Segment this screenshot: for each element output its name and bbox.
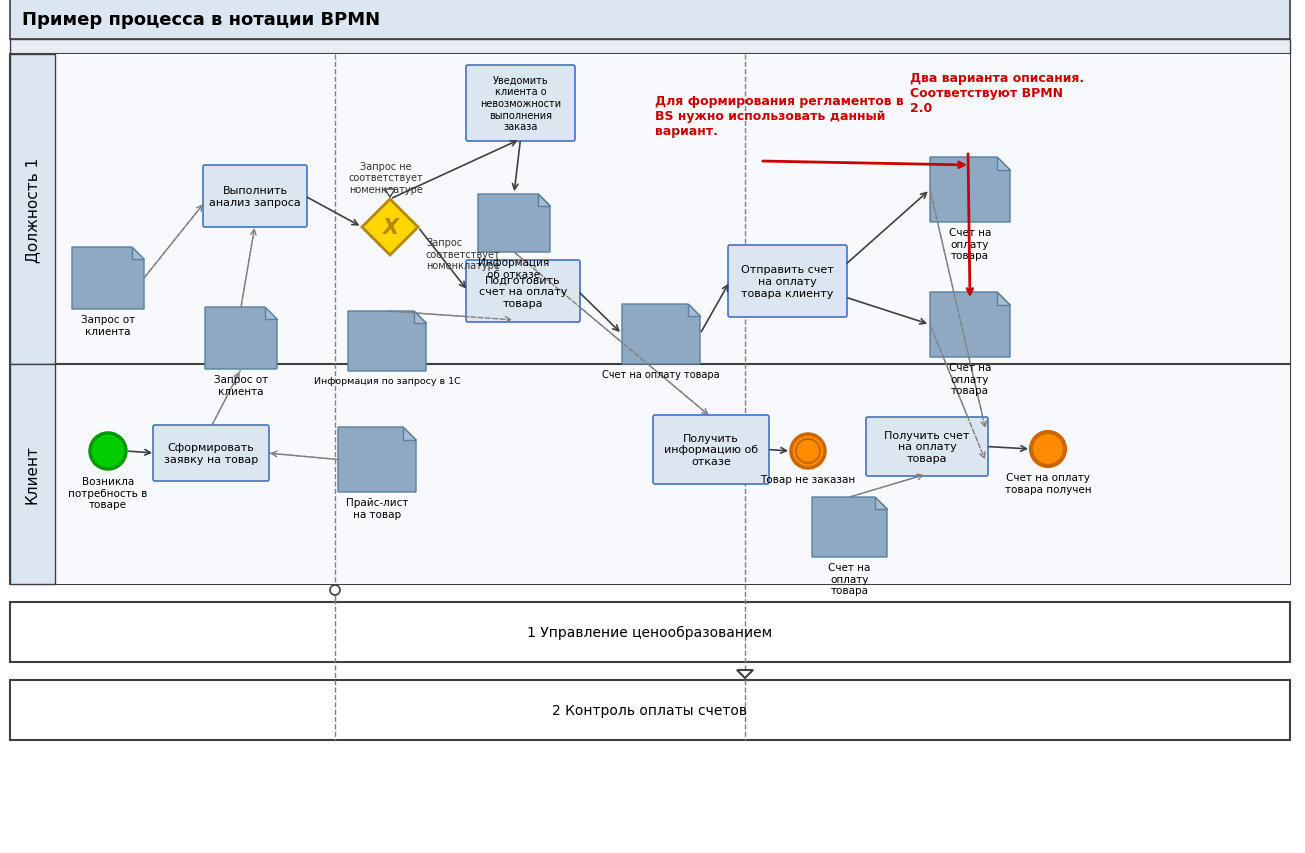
Bar: [55, 364, 1291, 584]
Polygon shape: [338, 427, 416, 492]
Polygon shape: [361, 200, 418, 256]
Polygon shape: [348, 311, 425, 372]
Text: Товар не заказан: Товар не заказан: [761, 474, 856, 485]
Text: Запрос
соответствует
номенклатуре: Запрос соответствует номенклатуре: [425, 238, 501, 271]
Text: Для формирования регламентов в
BS нужно использовать данный
вариант.: Для формирования регламентов в BS нужно …: [655, 95, 903, 138]
Text: 1 Управление ценообразованием: 1 Управление ценообразованием: [527, 625, 773, 639]
Circle shape: [330, 585, 341, 595]
Bar: [10, 602, 1291, 662]
Polygon shape: [622, 305, 699, 364]
Polygon shape: [205, 308, 277, 369]
Text: Счет на
оплату
товара: Счет на оплату товара: [829, 562, 870, 595]
Polygon shape: [132, 247, 144, 260]
Polygon shape: [385, 189, 395, 198]
Polygon shape: [930, 293, 1010, 357]
Text: Получить счет
на оплату
товара: Получить счет на оплату товара: [885, 431, 970, 463]
Text: Запрос не
соответствует
номенклатуре: Запрос не соответствует номенклатуре: [348, 161, 423, 194]
Text: Получить
информацию об
отказе: Получить информацию об отказе: [664, 433, 758, 467]
Circle shape: [1031, 432, 1065, 467]
Bar: [10, 364, 55, 584]
Text: X: X: [382, 218, 398, 238]
Text: Клиент: Клиент: [25, 445, 40, 504]
Polygon shape: [72, 247, 144, 310]
Text: Счет на
оплату
товара: Счет на оплату товара: [949, 363, 992, 396]
Polygon shape: [737, 670, 753, 678]
Circle shape: [796, 439, 820, 463]
FancyBboxPatch shape: [728, 246, 847, 317]
Bar: [10, 680, 1291, 740]
Polygon shape: [930, 158, 1010, 223]
FancyBboxPatch shape: [867, 417, 988, 477]
Text: Информация
об отказе: Информация об отказе: [479, 258, 549, 279]
Text: Информация по запросу в 1С: Информация по запросу в 1С: [313, 376, 461, 386]
Text: Запрос от
клиента: Запрос от клиента: [81, 315, 134, 336]
Polygon shape: [403, 427, 416, 440]
Text: Уведомить
клиента о
невозможности
выполнения
заказа: Уведомить клиента о невозможности выполн…: [480, 76, 561, 132]
Polygon shape: [478, 194, 549, 252]
Polygon shape: [539, 194, 549, 206]
Bar: [10, 55, 55, 364]
Polygon shape: [874, 497, 887, 509]
FancyBboxPatch shape: [204, 165, 307, 228]
FancyBboxPatch shape: [466, 261, 579, 322]
Text: Сформировать
заявку на товар: Сформировать заявку на товар: [164, 443, 258, 464]
Text: Счет на оплату
товара получен: Счет на оплату товара получен: [1005, 473, 1091, 494]
Bar: [10, 55, 1291, 584]
Text: Счет на
оплату
товара: Счет на оплату товара: [949, 228, 992, 261]
Text: Пример процесса в нотации BPMN: Пример процесса в нотации BPMN: [22, 11, 380, 29]
FancyBboxPatch shape: [466, 66, 576, 142]
Text: Запрос от
клиента: Запрос от клиента: [214, 374, 268, 396]
Text: 2 Контроль оплаты счетов: 2 Контроль оплаты счетов: [552, 703, 748, 717]
Bar: [55, 55, 1291, 364]
Polygon shape: [265, 308, 277, 320]
Polygon shape: [414, 311, 425, 323]
Text: Прайс-лист
на товар: Прайс-лист на товар: [346, 497, 408, 519]
Polygon shape: [997, 293, 1010, 305]
Text: Подготовить
счет на оплату
товара: Подготовить счет на оплату товара: [479, 275, 568, 308]
Text: Возникла
потребность в
товаре: Возникла потребность в товаре: [68, 477, 147, 509]
Text: Выполнить
анализ запроса: Выполнить анализ запроса: [209, 186, 301, 207]
Circle shape: [90, 433, 127, 469]
FancyBboxPatch shape: [153, 426, 269, 481]
Polygon shape: [812, 497, 887, 557]
Text: Отправить счет
на оплату
товара клиенту: Отправить счет на оплату товара клиенту: [741, 265, 834, 299]
FancyBboxPatch shape: [652, 415, 769, 485]
Bar: [10, 0, 1291, 40]
Polygon shape: [688, 305, 699, 316]
Text: Счет на оплату товара: Счет на оплату товара: [602, 369, 720, 380]
Polygon shape: [997, 158, 1010, 171]
Text: Два варианта описания.
Соответствуют BPMN
2.0: Два варианта описания. Соответствуют BPM…: [910, 72, 1084, 115]
Circle shape: [791, 434, 825, 468]
Text: Должность 1: Должность 1: [25, 157, 40, 263]
Bar: [10, 40, 1291, 55]
